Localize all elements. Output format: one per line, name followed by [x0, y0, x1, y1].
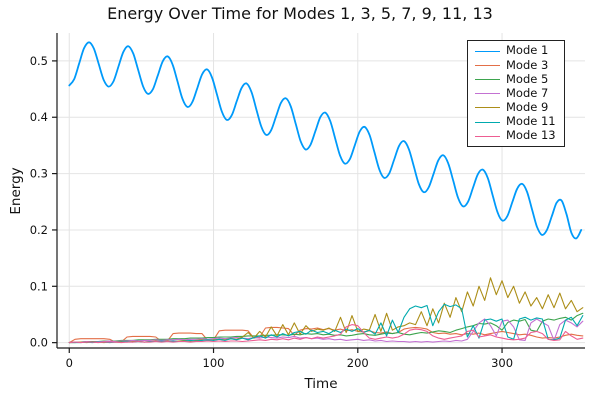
axes — [52, 33, 585, 353]
legend-line-sample — [475, 93, 500, 95]
legend: Mode 1 Mode 3 Mode 5 Mode 7 Mode 9 Mode 11 Mod… — [467, 40, 565, 148]
legend-label: Mode 13 — [506, 128, 556, 143]
legend-label: Mode 1 — [506, 43, 549, 58]
legend-label: Mode 9 — [506, 100, 549, 115]
legend-label: Mode 11 — [506, 114, 556, 129]
legend-entry-mode-13: Mode 13 — [475, 129, 556, 143]
y-tick-label: 0.2 — [30, 223, 48, 237]
y-tick-label: 0.0 — [30, 336, 48, 350]
legend-entry-mode-1: Mode 1 — [475, 44, 556, 58]
legend-entry-mode-5: Mode 5 — [475, 72, 556, 86]
legend-entry-mode-7: Mode 7 — [475, 87, 556, 101]
tick-labels: 0 100 200 300 0.0 0.1 0.2 0.3 0.4 0.5 — [30, 54, 513, 370]
legend-entry-mode-3: Mode 3 — [475, 58, 556, 72]
series-lines — [68, 41, 584, 344]
chart-title: Energy Over Time for Modes 1, 3, 5, 7, 9… — [107, 4, 493, 23]
y-tick-label: 0.1 — [30, 279, 48, 293]
series-line-mode-1 — [68, 41, 583, 240]
y-tick-label: 0.5 — [30, 54, 48, 68]
legend-line-sample — [475, 78, 500, 80]
series-line-mode-5 — [68, 312, 584, 344]
legend-label: Mode 7 — [506, 85, 549, 100]
x-tick-label: 0 — [66, 356, 73, 370]
x-tick-label: 200 — [347, 356, 369, 370]
legend-entry-mode-9: Mode 9 — [475, 101, 556, 115]
legend-line-sample — [475, 135, 500, 137]
series-line-mode-13 — [68, 324, 584, 344]
legend-label: Mode 5 — [506, 71, 549, 86]
series-line-mode-7 — [68, 318, 584, 344]
legend-label: Mode 3 — [506, 57, 549, 72]
x-tick-label: 300 — [491, 356, 513, 370]
legend-line-sample — [475, 50, 500, 52]
y-tick-label: 0.3 — [30, 167, 48, 181]
legend-line-sample — [475, 121, 500, 123]
x-tick-label: 100 — [203, 356, 225, 370]
x-axis-label: Time — [304, 376, 338, 392]
legend-entry-mode-11: Mode 11 — [475, 115, 556, 129]
legend-line-sample — [475, 107, 500, 109]
y-tick-label: 0.4 — [30, 110, 48, 124]
legend-line-sample — [475, 64, 500, 66]
y-axis-label: Energy — [8, 167, 24, 215]
